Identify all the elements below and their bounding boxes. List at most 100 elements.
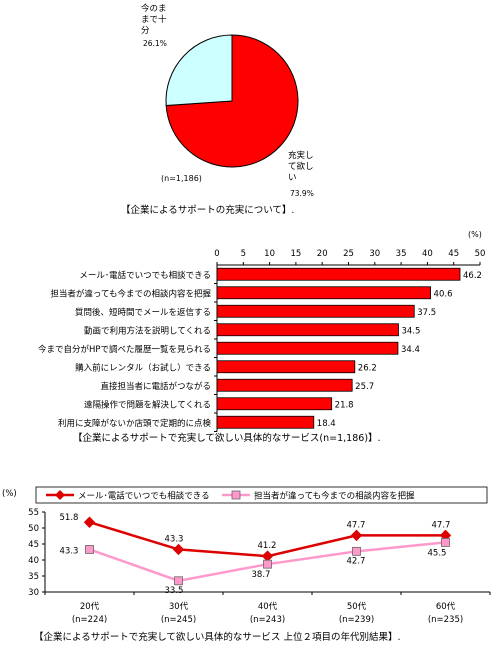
bar-mark: [216, 378, 353, 392]
line-y-tick-label: 40: [28, 556, 39, 566]
pie-label-small-line1: 今のま: [141, 3, 167, 14]
line-x-tick-label: 50代: [347, 601, 367, 612]
bar-x-tick-label: 25: [343, 249, 354, 259]
line-legend: メール･電話でいつでも相談できる 担当者が違っても今までの相談内容を把握: [35, 486, 488, 504]
pie-label-large-line3: い: [288, 173, 297, 183]
line-n-label: (n=239): [339, 615, 374, 625]
bar-x-tick-label: 10: [264, 249, 275, 259]
line-y-tick-label: 30: [28, 588, 39, 598]
line-unit-label: (%): [2, 489, 17, 499]
bar-mark: [216, 286, 431, 300]
bar-x-tick-label: 30: [369, 249, 380, 259]
pie-value-small: 26.1%: [143, 39, 167, 48]
line-value-label: 47.7: [432, 520, 451, 530]
bar-value-label: 25.7: [355, 382, 374, 392]
line-legend-label: メール･電話でいつでも相談できる: [78, 491, 210, 502]
line-point-diamond: [350, 529, 363, 542]
bar-x-tick-label: 20: [317, 249, 328, 259]
line-value-label: 42.7: [347, 556, 366, 566]
bar-mark: [216, 397, 333, 411]
line-x-tick-label: 40代: [258, 601, 278, 612]
pie-sample-label: (n=1,186): [161, 174, 202, 183]
bar-series: 46.2 40.6 37.5 34.5 34.4 26.2 25.721.8 18.4: [216, 267, 482, 429]
pie-label-small: 今のま まで十 分 26.1%: [141, 3, 167, 48]
line-value-label: 51.8: [60, 513, 79, 523]
line-point-diamond: [83, 516, 96, 528]
bar-category-label: 直接担当者に電話がつながる: [100, 381, 211, 392]
bar-mark: [216, 323, 399, 337]
line-y-tick-label: 50: [28, 524, 39, 534]
line-y-tick-label: 45: [28, 540, 39, 550]
line-series: 51.8 43.3 41.2 47.7 47.7 43.3 33.5 38.7 42.7 45.5: [60, 513, 452, 596]
bar-x-axis: 0 5 10 15 20 25 30 35 40 45 50: [214, 249, 485, 259]
pie-value-large: 73.9%: [290, 189, 314, 198]
bar-category-label: メール･電話でいつでも相談できる: [79, 270, 211, 281]
bar-category-label: 購入前にレンタル（お試し）できる: [75, 362, 211, 373]
line-legend-marker-diamond: [55, 490, 65, 500]
line-y-tick-label: 55: [28, 508, 39, 518]
bar-category-label: 担当者が違っても今までの相談内容を把握: [50, 288, 211, 299]
bar-mark: [216, 360, 356, 374]
line-n-label: (n=224): [72, 615, 107, 625]
bar-value-label: 37.5: [417, 308, 436, 318]
line-legend-box: [35, 486, 488, 504]
line-value-label: 47.7: [347, 520, 366, 530]
line-caption: 【企業によるサポートで充実して欲しい具体的なサービス 上位２項目の年代別結果】.: [34, 631, 400, 643]
line-value-label: 38.7: [252, 570, 271, 580]
bar-x-tick-label: 35: [396, 249, 407, 259]
bar-mark: [216, 267, 461, 281]
bar-x-tick-label: 45: [448, 249, 459, 259]
bar-x-tick-label: 15: [290, 249, 301, 259]
line-x-tick-label: 20代: [80, 601, 100, 612]
bar-x-tick-label: 5: [241, 249, 246, 259]
line-point-square: [263, 559, 272, 569]
line-value-label: 43.3: [60, 546, 79, 556]
pie-label-small-line2: まで十: [141, 14, 167, 25]
bar-value-label: 21.8: [335, 400, 354, 410]
bar-category-label: 質問後、短時間でメールを返信する: [75, 307, 211, 318]
line-value-label: 41.2: [258, 541, 277, 551]
bar-value-label: 46.2: [463, 271, 482, 281]
line-legend-marker-square: [231, 490, 241, 500]
line-point-square: [352, 546, 361, 556]
bar-value-label: 18.4: [317, 419, 336, 429]
line-x-tick-label: 60代: [436, 601, 456, 612]
bar-mark: [216, 341, 399, 355]
line-point-diamond: [172, 543, 185, 556]
bar-caption: 【企業によるサポートで充実して欲しい具体的なサービス(n=1,186)】.: [73, 432, 381, 444]
bar-category-labels: メール･電話でいつでも相談できる担当者が違っても今までの相談内容を把握質問後、短…: [38, 270, 212, 429]
bar-value-label: 26.2: [358, 363, 377, 373]
bar-category-label: 今まで自分がHPで調べた履歴一覧を見られる: [38, 344, 211, 355]
bar-x-tick-label: 50: [475, 249, 486, 259]
bar-mark: [216, 304, 415, 318]
bar-value-label: 40.6: [434, 289, 453, 299]
line-point-diamond: [261, 550, 274, 562]
line-value-label: 33.5: [165, 586, 184, 596]
line-value-label: 45.5: [428, 548, 447, 558]
line-x-tick-label: 30代: [169, 601, 189, 612]
pie-chart: [165, 34, 299, 168]
line-y-tick-label: 35: [28, 572, 39, 582]
bar-value-label: 34.4: [401, 345, 420, 355]
pie-label-large: 充実し て欲し い 73.9%: [288, 150, 314, 198]
pie-label-large-line1: 充実し: [288, 150, 314, 161]
pie-label-small-line3: 分: [141, 26, 150, 36]
bar-category-label: 遠隔操作で問題を解決してくれる: [84, 399, 211, 410]
bar-category-label: 利用に支障がないか店頭で定期的に点検: [58, 418, 212, 429]
bar-unit-label: (%): [468, 230, 482, 239]
bar-x-tick-label: 0: [214, 249, 219, 259]
line-legend-label: 担当者が違っても今までの相談内容を把握: [254, 491, 415, 502]
pie-slice-1: [165, 34, 233, 107]
bar-category-label: 動画で利用方法を説明してくれる: [84, 325, 211, 336]
pie-caption: 【企業によるサポートの充実について】.: [121, 204, 294, 216]
bar-x-tick-label: 40: [422, 249, 433, 259]
line-n-label: (n=243): [250, 615, 285, 625]
line-n-label: (n=245): [161, 615, 196, 625]
line-point-square: [174, 576, 183, 586]
line-n-label: (n=235): [428, 615, 463, 625]
line-point-square: [85, 545, 94, 554]
line-value-label: 43.3: [165, 534, 184, 544]
bar-value-label: 34.5: [401, 326, 420, 336]
line-point-square: [441, 538, 450, 547]
